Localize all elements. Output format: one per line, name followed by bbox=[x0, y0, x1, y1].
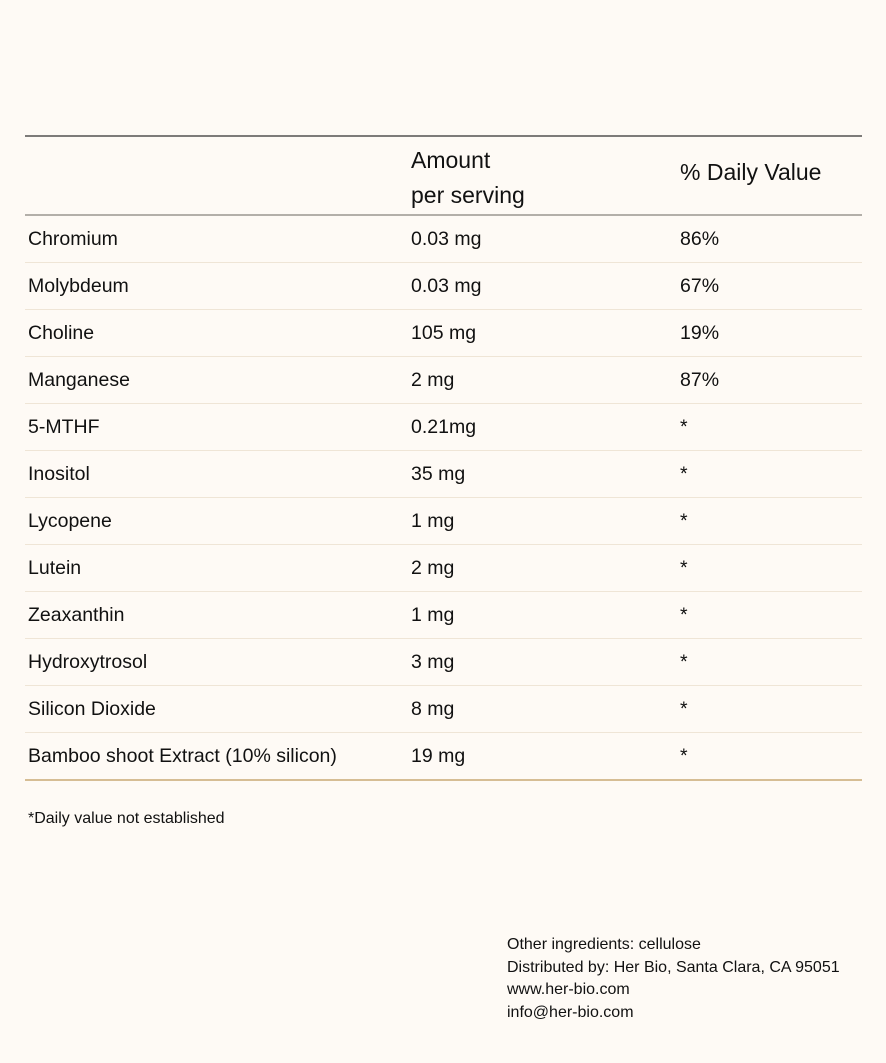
nutrient-name: Chromium bbox=[28, 228, 118, 250]
amount-per-serving: 3 mg bbox=[411, 651, 455, 673]
amount-per-serving: 1 mg bbox=[411, 510, 455, 532]
nutrient-name: Manganese bbox=[28, 369, 130, 391]
nutrient-name: Choline bbox=[28, 322, 95, 344]
table-row: Manganese 2 mg 87% bbox=[25, 357, 862, 404]
table-row: Choline 105 mg 19% bbox=[25, 310, 862, 357]
nutrient-name: Hydroxytrosol bbox=[28, 651, 148, 673]
amount-per-serving: 105 mg bbox=[411, 322, 477, 344]
daily-value: * bbox=[680, 745, 688, 767]
daily-value: * bbox=[680, 416, 688, 438]
header-amount-line1: Amount bbox=[411, 147, 491, 173]
table-row: Chromium 0.03 mg 86% bbox=[25, 216, 862, 263]
daily-value: 86% bbox=[680, 228, 720, 250]
daily-value: 87% bbox=[680, 369, 720, 391]
daily-value: * bbox=[680, 557, 688, 579]
table-row: Bamboo shoot Extract (10% silicon) 19 mg * bbox=[25, 733, 862, 781]
header-amount-line2: per serving bbox=[411, 182, 525, 208]
amount-per-serving: 0.21mg bbox=[411, 416, 477, 438]
table-row: 5-MTHF 0.21mg * bbox=[25, 404, 862, 451]
nutrient-name: Inositol bbox=[28, 463, 90, 485]
amount-per-serving: 2 mg bbox=[411, 557, 455, 579]
amount-per-serving: 2 mg bbox=[411, 369, 455, 391]
table-row: Lycopene 1 mg * bbox=[25, 498, 862, 545]
supplement-facts-table: Amount per serving % Daily Value Chromiu… bbox=[25, 135, 862, 781]
nutrient-name: Lycopene bbox=[28, 510, 112, 532]
daily-value: * bbox=[680, 604, 688, 626]
other-ingredients: Other ingredients: cellulose bbox=[507, 936, 701, 953]
table-row: Molybdeum 0.03 mg 67% bbox=[25, 263, 862, 310]
amount-per-serving: 0.03 mg bbox=[411, 228, 482, 250]
nutrient-name: Molybdeum bbox=[28, 275, 129, 297]
daily-value: * bbox=[680, 463, 688, 485]
email-link[interactable]: info@her-bio.com bbox=[507, 1003, 634, 1021]
nutrient-name: 5-MTHF bbox=[28, 416, 100, 438]
distributor: Distributed by: Her Bio, Santa Clara, CA… bbox=[507, 958, 840, 976]
footnote: *Daily value not established bbox=[28, 810, 225, 827]
daily-value: 19% bbox=[680, 322, 720, 344]
daily-value: 67% bbox=[680, 275, 720, 297]
daily-value: * bbox=[680, 651, 688, 673]
amount-per-serving: 8 mg bbox=[411, 698, 455, 720]
table-row: Lutein 2 mg * bbox=[25, 545, 862, 592]
amount-per-serving: 35 mg bbox=[411, 463, 466, 485]
website-link[interactable]: www.her-bio.com bbox=[507, 981, 630, 998]
nutrient-name: Lutein bbox=[28, 557, 82, 579]
header-daily-value: % Daily Value bbox=[680, 159, 822, 185]
amount-per-serving: 1 mg bbox=[411, 604, 455, 626]
table-row: Hydroxytrosol 3 mg * bbox=[25, 639, 862, 686]
amount-per-serving: 19 mg bbox=[411, 745, 466, 767]
daily-value: * bbox=[680, 698, 688, 720]
table-body: Chromium 0.03 mg 86% Molybdeum 0.03 mg 67% Cho… bbox=[25, 216, 862, 781]
nutrient-name: Silicon Dioxide bbox=[28, 698, 156, 720]
nutrient-name: Bamboo shoot Extract (10% silicon) bbox=[28, 745, 337, 767]
product-info: Other ingredients: cellulose Distributed… bbox=[507, 934, 840, 1024]
table-row: Inositol 35 mg * bbox=[25, 451, 862, 498]
nutrient-name: Zeaxanthin bbox=[28, 604, 125, 626]
table-row: Zeaxanthin 1 mg * bbox=[25, 592, 862, 639]
header-amount: Amount per serving bbox=[411, 143, 525, 213]
table-header: Amount per serving % Daily Value bbox=[25, 137, 862, 216]
daily-value: * bbox=[680, 510, 688, 532]
amount-per-serving: 0.03 mg bbox=[411, 275, 482, 297]
table-row: Silicon Dioxide 8 mg * bbox=[25, 686, 862, 733]
